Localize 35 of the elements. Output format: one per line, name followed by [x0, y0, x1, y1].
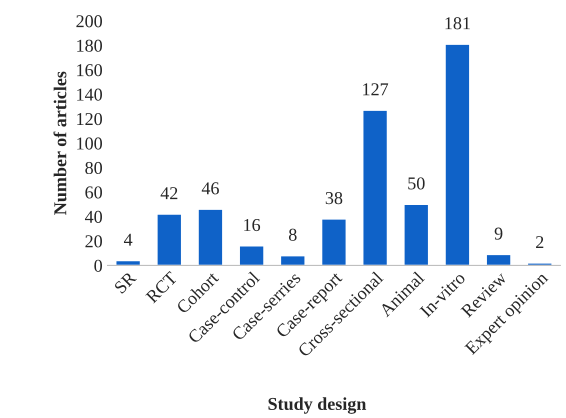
data-label: 4	[124, 234, 132, 246]
y-tick-label: 80	[85, 162, 102, 174]
x-tick-label: SR	[114, 270, 138, 294]
data-label: 42	[160, 187, 178, 200]
bar	[197, 208, 224, 266]
data-label: 127	[363, 83, 388, 96]
y-tick-label: 160	[77, 64, 102, 76]
bar	[486, 254, 512, 266]
bar	[320, 218, 347, 266]
data-label: 9	[494, 228, 502, 240]
data-label: 16	[244, 218, 260, 232]
y-tick-label: 0	[94, 260, 102, 272]
bar	[280, 254, 306, 266]
data-label: 50	[408, 177, 425, 190]
bar	[156, 213, 182, 266]
y-tick-label: 120	[77, 112, 102, 126]
x-axis-title: Study design	[268, 397, 366, 414]
data-label: 181	[445, 17, 470, 30]
bar	[238, 245, 265, 266]
y-tick-label: 60	[85, 186, 102, 199]
bar	[362, 109, 388, 266]
y-tick-label: 100	[77, 137, 102, 150]
y-tick-label: 180	[77, 40, 102, 52]
data-label: 8	[288, 228, 297, 241]
data-label: 2	[536, 236, 544, 248]
y-tick-label: 40	[84, 210, 102, 223]
data-label: 38	[326, 192, 342, 204]
bar	[115, 260, 142, 266]
y-tick-label: 200	[76, 15, 102, 28]
y-tick-label: 140	[77, 88, 102, 101]
bar	[403, 204, 430, 266]
data-label: 46	[202, 182, 219, 194]
bar	[444, 43, 470, 266]
y-axis-title: Number of articles	[53, 72, 66, 215]
y-tick-label: 20	[85, 235, 102, 248]
